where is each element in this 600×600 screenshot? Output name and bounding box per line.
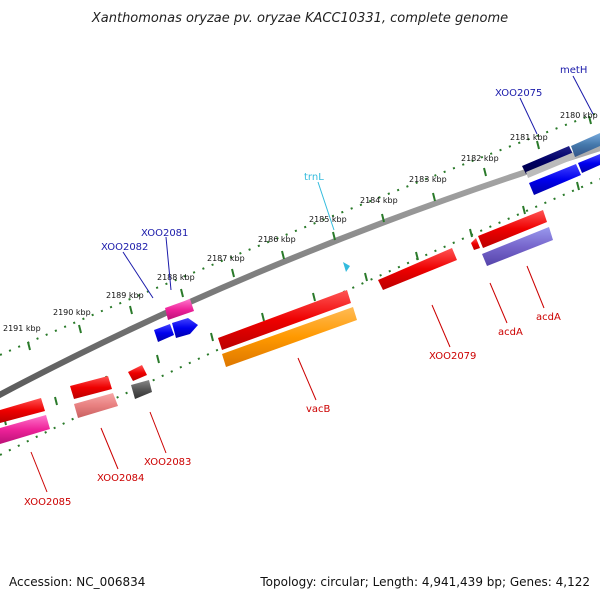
- ruler-tick: [54, 396, 58, 406]
- ruler-label: 2185 kbp: [309, 215, 347, 224]
- gene-feature[interactable]: [522, 146, 573, 174]
- leader-line: [526, 265, 545, 309]
- gene-feature[interactable]: [74, 393, 118, 418]
- leader-line: [297, 357, 317, 401]
- leader-line: [431, 304, 451, 348]
- gene-label-xoo2081[interactable]: XOO2081: [141, 228, 188, 239]
- gene-label-meth[interactable]: metH: [560, 65, 587, 76]
- ruler-tick: [78, 324, 82, 334]
- leader-line: [100, 427, 119, 470]
- gene-feature[interactable]: [529, 164, 581, 195]
- ruler-tick: [576, 181, 580, 191]
- ruler-label: 2191 kbp: [3, 324, 41, 333]
- ruler-tick: [27, 341, 31, 351]
- ruler-label: 2180 kbp: [560, 111, 598, 120]
- gene-label-xoo2082[interactable]: XOO2082: [101, 242, 148, 253]
- ruler-tick: [364, 272, 368, 282]
- forward-gene-track: [154, 133, 600, 342]
- gene-feature[interactable]: [471, 238, 480, 250]
- ruler-labels: 2180 kbp 2181 kbp 2182 kbp 2183 kbp 2184…: [3, 111, 598, 333]
- ruler-tick: [156, 354, 160, 364]
- ruler-tick: [180, 288, 184, 298]
- ruler-tick: [469, 228, 473, 238]
- gene-feature[interactable]: [128, 365, 147, 381]
- ruler-tick: [536, 140, 540, 150]
- ruler-tick: [415, 251, 419, 261]
- label-leader-lines: [30, 75, 594, 493]
- ruler-label: 2189 kbp: [106, 291, 144, 300]
- leader-line: [165, 236, 172, 291]
- ruler-label: 2186 kbp: [258, 235, 296, 244]
- trna-marker[interactable]: [343, 262, 350, 272]
- ruler-label: 2183 kbp: [409, 175, 447, 184]
- ruler-tick: [381, 213, 385, 223]
- gene-label-xoo2084[interactable]: XOO2084: [97, 473, 144, 484]
- gene-feature[interactable]: [378, 248, 457, 290]
- gene-feature[interactable]: [70, 376, 112, 399]
- gene-feature[interactable]: [165, 299, 194, 320]
- genome-backbone: [0, 144, 600, 399]
- ruler-tick: [588, 115, 592, 125]
- ruler-label: 2187 kbp: [207, 254, 245, 263]
- ruler-tick: [483, 167, 487, 177]
- accession-text: Accession: NC_006834: [9, 575, 145, 589]
- gene-label-trnl[interactable]: trnL: [304, 172, 324, 183]
- gene-feature[interactable]: [526, 152, 576, 178]
- ruler-tick: [231, 268, 235, 278]
- leader-line: [317, 181, 335, 231]
- leader-line: [489, 282, 508, 324]
- leader-line: [519, 97, 538, 135]
- ruler-label: 2181 kbp: [510, 133, 548, 142]
- ruler-label: 2190 kbp: [53, 308, 91, 317]
- ruler-label: 2184 kbp: [360, 196, 398, 205]
- gene-feature[interactable]: [222, 307, 357, 367]
- gene-label-xoo2079[interactable]: XOO2079: [429, 351, 476, 362]
- gene-feature[interactable]: [482, 227, 553, 266]
- ruler-tick: [432, 192, 436, 202]
- ruler-outer-arc: [0, 110, 600, 356]
- gene-feature[interactable]: [172, 318, 198, 338]
- ruler-label: 2188 kbp: [157, 273, 195, 282]
- leader-line: [30, 451, 48, 493]
- ruler-tick: [281, 250, 285, 260]
- gene-feature[interactable]: [0, 415, 50, 444]
- gene-label-acda-1[interactable]: acdA: [536, 312, 561, 323]
- ruler-label: 2182 kbp: [461, 154, 499, 163]
- figure-title: Xanthomonas oryzae pv. oryzae KACC10331,…: [91, 11, 508, 26]
- gene-label-xoo2083[interactable]: XOO2083: [144, 457, 191, 468]
- gene-feature[interactable]: [578, 154, 600, 173]
- gene-label-vacb[interactable]: vacB: [306, 404, 331, 415]
- gene-label-xoo2085[interactable]: XOO2085: [24, 497, 71, 508]
- leader-line: [572, 75, 594, 115]
- gene-label-acda-2[interactable]: acdA: [498, 327, 523, 338]
- ruler-ticks: [27, 115, 592, 351]
- ruler-tick: [129, 305, 133, 315]
- ruler-tick: [210, 332, 214, 342]
- gene-label-xoo2075[interactable]: XOO2075: [495, 88, 542, 99]
- ruler-tick: [312, 292, 316, 302]
- gene-labels: metH XOO2075 trnL XOO2081 XOO2082 acdA a…: [24, 65, 587, 508]
- genome-summary-text: Topology: circular; Length: 4,941,439 bp…: [259, 575, 590, 589]
- ruler-tick: [261, 312, 265, 322]
- gene-feature[interactable]: [478, 210, 547, 248]
- leader-line: [122, 251, 154, 299]
- gene-feature[interactable]: [154, 324, 174, 342]
- leader-line: [149, 411, 167, 454]
- ruler-tick: [332, 231, 336, 241]
- reverse-gene-track: [0, 210, 553, 444]
- gene-feature[interactable]: [0, 398, 45, 423]
- gene-feature[interactable]: [571, 133, 600, 157]
- gene-feature[interactable]: [131, 380, 152, 399]
- ruler-tick: [522, 205, 526, 215]
- gene-feature[interactable]: [218, 290, 351, 350]
